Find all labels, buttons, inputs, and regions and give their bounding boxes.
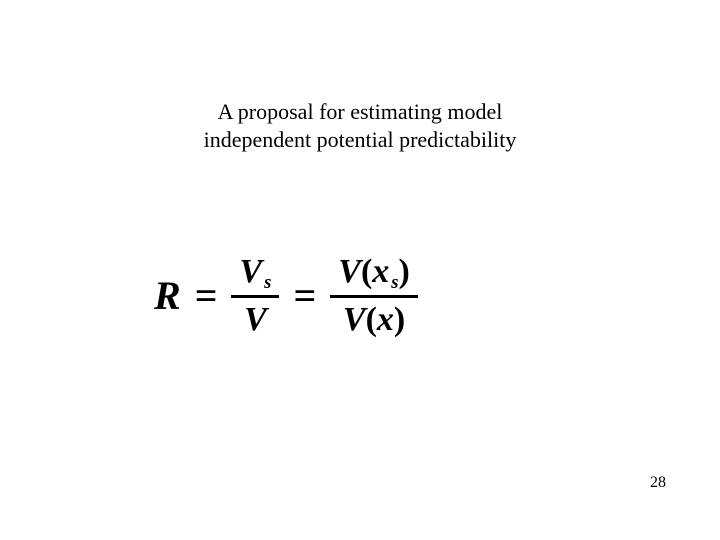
- title-line-1: A proposal for estimating model: [0, 98, 720, 126]
- frac2-num-V: V: [338, 253, 361, 290]
- frac2-den-open-paren: (: [366, 301, 377, 338]
- frac2-denominator: V(x): [335, 298, 413, 341]
- eq-equals-1: =: [187, 272, 226, 319]
- fraction-2: V(xs) V(x): [324, 250, 424, 341]
- title-line-2: independent potential predictability: [0, 126, 720, 154]
- frac2-num-arg-x: x: [372, 253, 389, 290]
- frac1-numerator: Vs: [231, 250, 279, 295]
- frac1-num-sub: s: [262, 272, 271, 293]
- eq-lhs-R: R: [148, 272, 187, 319]
- frac2-numerator: V(xs): [330, 250, 418, 295]
- page-number: 28: [650, 474, 666, 492]
- fraction-1: Vs V: [225, 250, 285, 341]
- slide: A proposal for estimating model independ…: [0, 0, 720, 540]
- frac1-denominator: V: [236, 298, 275, 341]
- frac2-num-arg-sub: s: [389, 272, 398, 293]
- frac1-num-var: V: [239, 253, 262, 290]
- slide-title: A proposal for estimating model independ…: [0, 98, 720, 153]
- equation-row: R = Vs V = V(xs) V(x): [148, 250, 424, 341]
- frac2-den-V: V: [343, 301, 366, 338]
- frac2-close-paren: ): [399, 253, 410, 290]
- equation-block: R = Vs V = V(xs) V(x): [148, 250, 424, 341]
- frac2-den-close-paren: ): [394, 301, 405, 338]
- eq-equals-2: =: [285, 272, 324, 319]
- frac2-open-paren: (: [361, 253, 372, 290]
- frac2-den-arg-x: x: [377, 301, 394, 338]
